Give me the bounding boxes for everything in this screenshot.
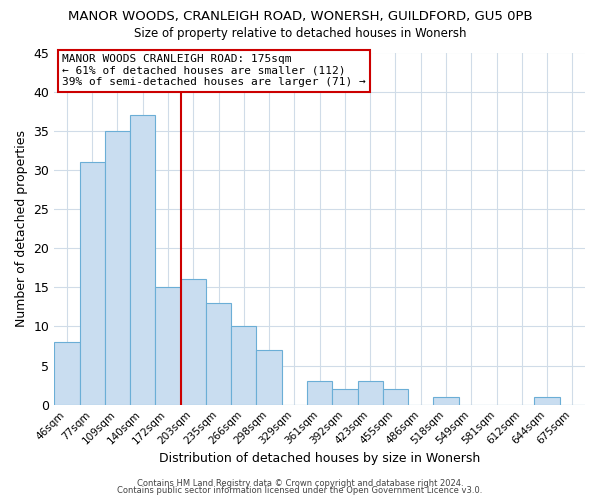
- Text: Size of property relative to detached houses in Wonersh: Size of property relative to detached ho…: [134, 28, 466, 40]
- Bar: [80, 162, 105, 404]
- Bar: [130, 115, 155, 405]
- Text: Contains HM Land Registry data © Crown copyright and database right 2024.: Contains HM Land Registry data © Crown c…: [137, 478, 463, 488]
- Bar: [383, 389, 408, 404]
- Bar: [358, 381, 383, 404]
- Bar: [332, 389, 358, 404]
- Bar: [231, 326, 256, 404]
- Text: MANOR WOODS CRANLEIGH ROAD: 175sqm
← 61% of detached houses are smaller (112)
39: MANOR WOODS CRANLEIGH ROAD: 175sqm ← 61%…: [62, 54, 366, 88]
- X-axis label: Distribution of detached houses by size in Wonersh: Distribution of detached houses by size …: [159, 452, 480, 465]
- Bar: [433, 397, 458, 404]
- Text: MANOR WOODS, CRANLEIGH ROAD, WONERSH, GUILDFORD, GU5 0PB: MANOR WOODS, CRANLEIGH ROAD, WONERSH, GU…: [68, 10, 532, 23]
- Bar: [105, 131, 130, 404]
- Bar: [206, 303, 231, 404]
- Bar: [181, 280, 206, 404]
- Bar: [256, 350, 282, 405]
- Bar: [54, 342, 80, 404]
- Bar: [307, 381, 332, 404]
- Bar: [535, 397, 560, 404]
- Y-axis label: Number of detached properties: Number of detached properties: [15, 130, 28, 327]
- Bar: [155, 288, 181, 405]
- Text: Contains public sector information licensed under the Open Government Licence v3: Contains public sector information licen…: [118, 486, 482, 495]
